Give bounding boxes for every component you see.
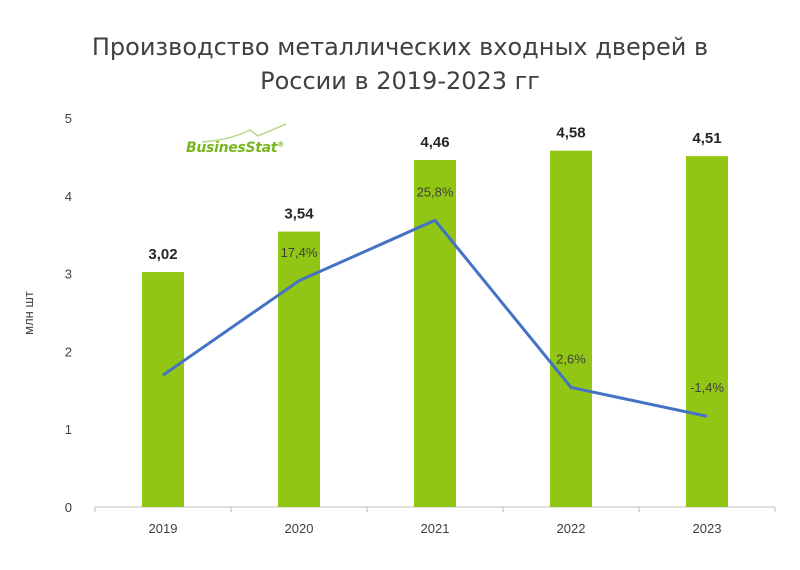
growth-value-label: 2,6% [556,351,586,366]
x-tick-label: 2023 [693,521,722,536]
growth-line [162,218,708,418]
y-tick-label: 1 [65,422,72,437]
growth-value-label: -1,4% [690,380,724,395]
businesstat-logo: BusinesStat® [186,140,284,156]
y-tick-label: 5 [65,111,72,126]
growth-value-label: 25,8% [417,184,454,199]
y-tick-label: 4 [65,189,72,204]
bar-value-label: 3,02 [148,246,177,263]
bar [550,150,592,507]
x-tick-label: 2021 [421,521,450,536]
bar-value-label: 4,51 [692,130,721,147]
chart-title-line1: Производство металлических входных двере… [91,33,709,61]
bar-value-label: 4,46 [420,134,449,151]
logo-text: BusinesStat [186,140,278,156]
y-tick-label: 3 [65,267,72,282]
bar-value-label: 4,58 [556,125,585,142]
bar [142,272,184,507]
logo-swoosh-icon [201,123,287,143]
chart-title: Производство металлических входных двере… [60,30,740,98]
logo-trademark: ® [277,140,284,149]
y-axis-label: млн шт [21,291,36,335]
y-tick-label: 2 [65,344,72,359]
y-tick-label: 0 [65,500,72,515]
chart-title-line2: России в 2019-2023 гг [260,67,540,95]
growth-value-label: 17,4% [281,245,318,260]
x-tick-label: 2019 [149,521,178,536]
bar [686,156,728,507]
bar [278,231,320,507]
x-tick-label: 2022 [557,521,586,536]
bar [414,160,456,507]
x-tick-label: 2020 [285,521,314,536]
bar-value-label: 3,54 [284,206,314,223]
